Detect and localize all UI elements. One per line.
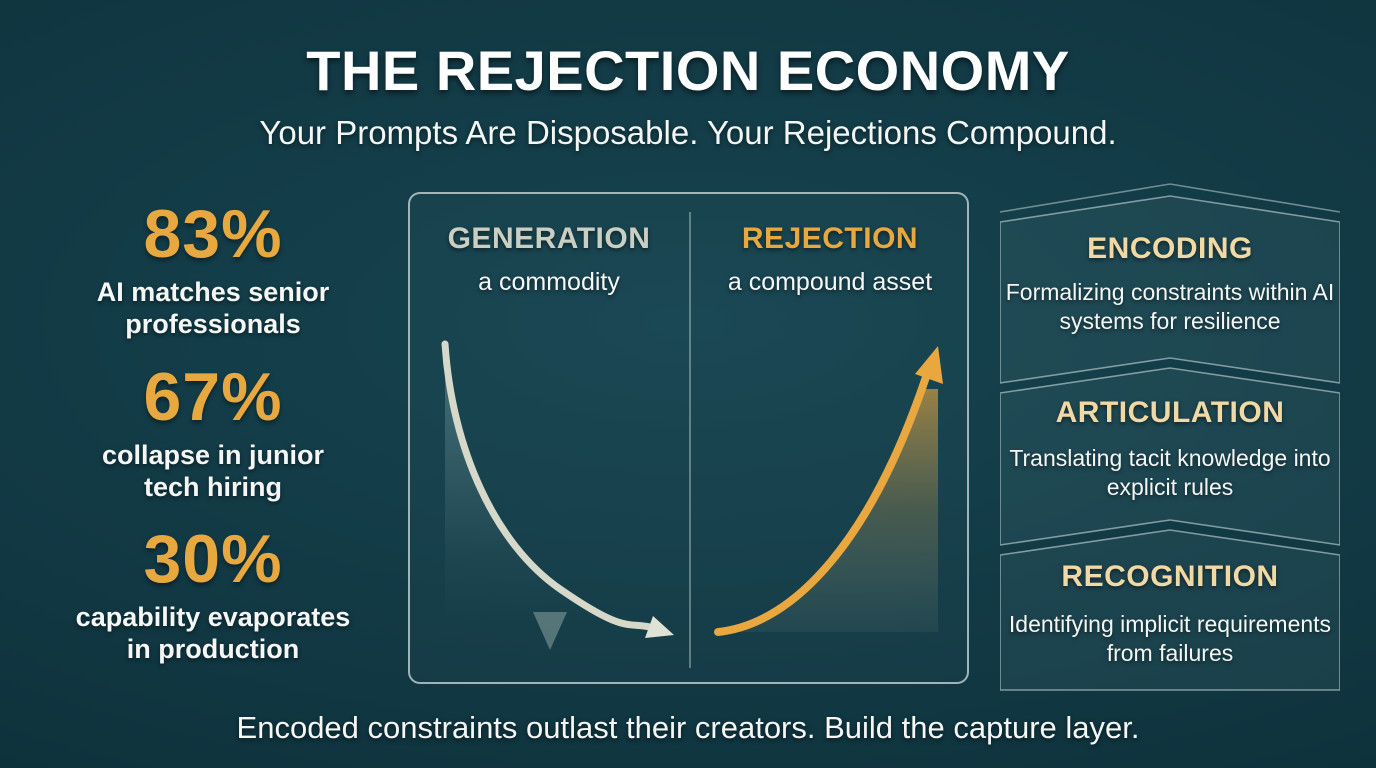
pillar-column: ENCODING Formalizing constraints within …	[1000, 182, 1340, 694]
generation-subtitle: a commodity	[478, 268, 620, 296]
pillar-shapes	[1000, 183, 1340, 691]
pillar-description: Identifying implicit requirements from f…	[1008, 611, 1332, 667]
pillar-card-shape	[1000, 529, 1340, 691]
pillar-card-shape	[1000, 195, 1340, 384]
stat-value: 67%	[143, 359, 283, 435]
stat-value: 30%	[143, 521, 283, 597]
rejection-title: REJECTION	[741, 222, 919, 255]
footer-tagline: Encoded constraints outlast their creato…	[236, 710, 1140, 745]
stat-block: 83% AI matches senior professionals	[58, 200, 368, 341]
decline-area-fill	[445, 344, 650, 627]
stat-label: capability evaporates in production	[75, 602, 351, 665]
page-title: THE REJECTION ECONOMY	[306, 39, 1070, 102]
panel-divider	[689, 212, 691, 668]
pillar-title: ARTICULATION	[1055, 396, 1285, 429]
comparison-chart	[441, 338, 943, 650]
rejection-subtitle: a compound asset	[727, 268, 933, 296]
page-subtitle: Your Prompts Are Disposable. Your Reject…	[259, 114, 1117, 151]
straight-drop-arrow-icon	[533, 338, 567, 650]
generation-title: GENERATION	[447, 222, 651, 255]
decline-curve-arrow-icon	[441, 340, 674, 638]
pillar-description: Translating tacit knowledge into explici…	[1009, 445, 1331, 501]
pillar-description: Formalizing constraints within AI system…	[1005, 279, 1335, 335]
pillar-card-shape	[1000, 367, 1340, 546]
growth-curve-arrow-icon	[714, 346, 943, 636]
growth-area-fill	[718, 389, 938, 632]
comparison-panel: GENERATION a commodity REJECTION a compo…	[408, 192, 969, 684]
pillar-title: RECOGNITION	[1061, 560, 1279, 593]
stat-label: AI matches senior professionals	[96, 277, 330, 340]
stat-value: 83%	[143, 196, 283, 272]
stat-block: 30% capability evaporates in production	[58, 525, 368, 666]
stat-label: collapse in junior tech hiring	[101, 440, 325, 503]
stat-block: 67% collapse in junior tech hiring	[58, 363, 368, 504]
pillar-title: ENCODING	[1087, 232, 1253, 265]
chevron-outline-icon	[1000, 183, 1340, 213]
